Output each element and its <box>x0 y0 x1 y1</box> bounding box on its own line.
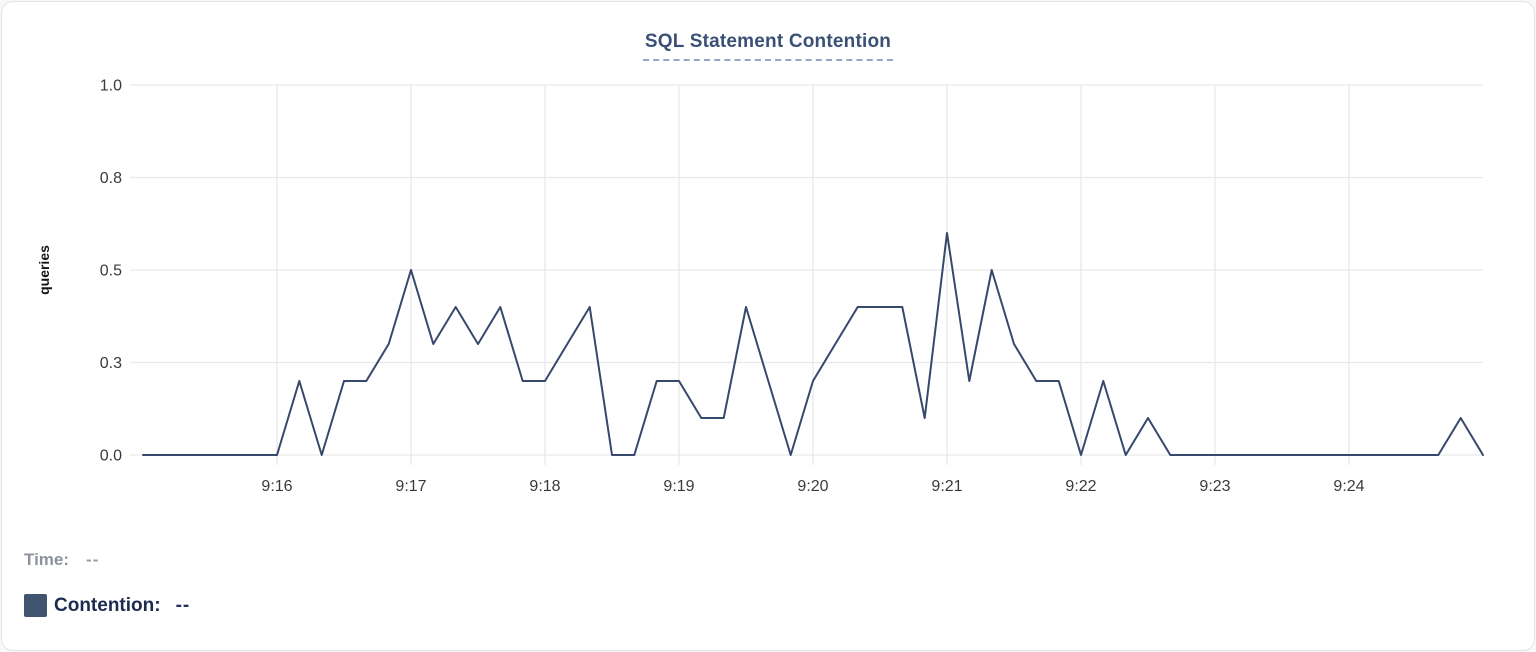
contention-line-chart[interactable]: 0.0 0.3 0.5 0.8 1.0 9:16 9:17 9:18 9:19 9:20 9:21 9… <box>2 2 1535 514</box>
y-tick-label: 0.3 <box>100 355 122 372</box>
hover-readout-contention: Contention: -- <box>24 594 190 617</box>
y-tick-label: 0.5 <box>100 263 122 280</box>
contention-label: Contention: <box>54 594 161 616</box>
contention-legend-swatch-icon <box>24 594 47 617</box>
time-value: -- <box>86 550 100 569</box>
x-tick-label: 9:16 <box>261 478 292 495</box>
y-axis-title: queries <box>36 245 52 295</box>
chart-header: SQL Statement Contention <box>2 31 1534 61</box>
x-tick-label: 9:20 <box>797 478 828 495</box>
chart-title[interactable]: SQL Statement Contention <box>642 31 894 61</box>
hover-readout-time: Time: -- <box>24 550 99 570</box>
y-tick-label: 0.0 <box>100 448 122 465</box>
x-tick-label: 9:19 <box>663 478 694 495</box>
y-tick-label: 0.8 <box>100 170 122 187</box>
x-tick-label: 9:23 <box>1199 478 1230 495</box>
x-tick-label: 9:22 <box>1065 478 1096 495</box>
time-label: Time: <box>24 550 70 569</box>
contention-value: -- <box>175 594 191 616</box>
x-tick-label: 9:18 <box>529 478 560 495</box>
x-tick-label: 9:17 <box>395 478 426 495</box>
x-tick-label: 9:21 <box>931 478 962 495</box>
contention-series-line[interactable] <box>142 232 1484 456</box>
x-tick-label: 9:24 <box>1333 478 1364 495</box>
y-tick-label: 1.0 <box>100 78 122 95</box>
